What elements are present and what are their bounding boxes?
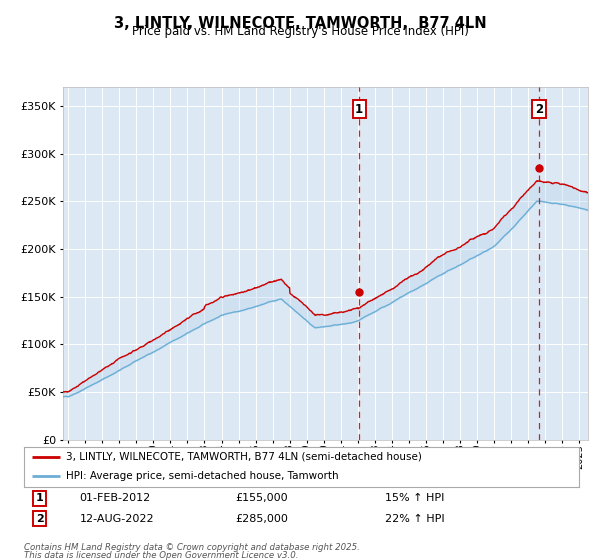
Text: 2: 2 [535, 102, 543, 116]
Text: 01-FEB-2012: 01-FEB-2012 [79, 493, 151, 503]
Text: £285,000: £285,000 [235, 514, 288, 524]
Text: 3, LINTLY, WILNECOTE, TAMWORTH, B77 4LN (semi-detached house): 3, LINTLY, WILNECOTE, TAMWORTH, B77 4LN … [65, 452, 421, 462]
Text: 1: 1 [355, 102, 364, 116]
Text: £155,000: £155,000 [235, 493, 287, 503]
Text: Price paid vs. HM Land Registry's House Price Index (HPI): Price paid vs. HM Land Registry's House … [131, 25, 469, 38]
Text: 1: 1 [35, 493, 43, 503]
Text: This data is licensed under the Open Government Licence v3.0.: This data is licensed under the Open Gov… [24, 551, 299, 560]
Text: 22% ↑ HPI: 22% ↑ HPI [385, 514, 445, 524]
Text: 2: 2 [35, 514, 43, 524]
Text: HPI: Average price, semi-detached house, Tamworth: HPI: Average price, semi-detached house,… [65, 471, 338, 481]
Text: Contains HM Land Registry data © Crown copyright and database right 2025.: Contains HM Land Registry data © Crown c… [24, 543, 360, 552]
Text: 15% ↑ HPI: 15% ↑ HPI [385, 493, 444, 503]
Text: 3, LINTLY, WILNECOTE, TAMWORTH,  B77 4LN: 3, LINTLY, WILNECOTE, TAMWORTH, B77 4LN [113, 16, 487, 31]
Text: 12-AUG-2022: 12-AUG-2022 [79, 514, 154, 524]
